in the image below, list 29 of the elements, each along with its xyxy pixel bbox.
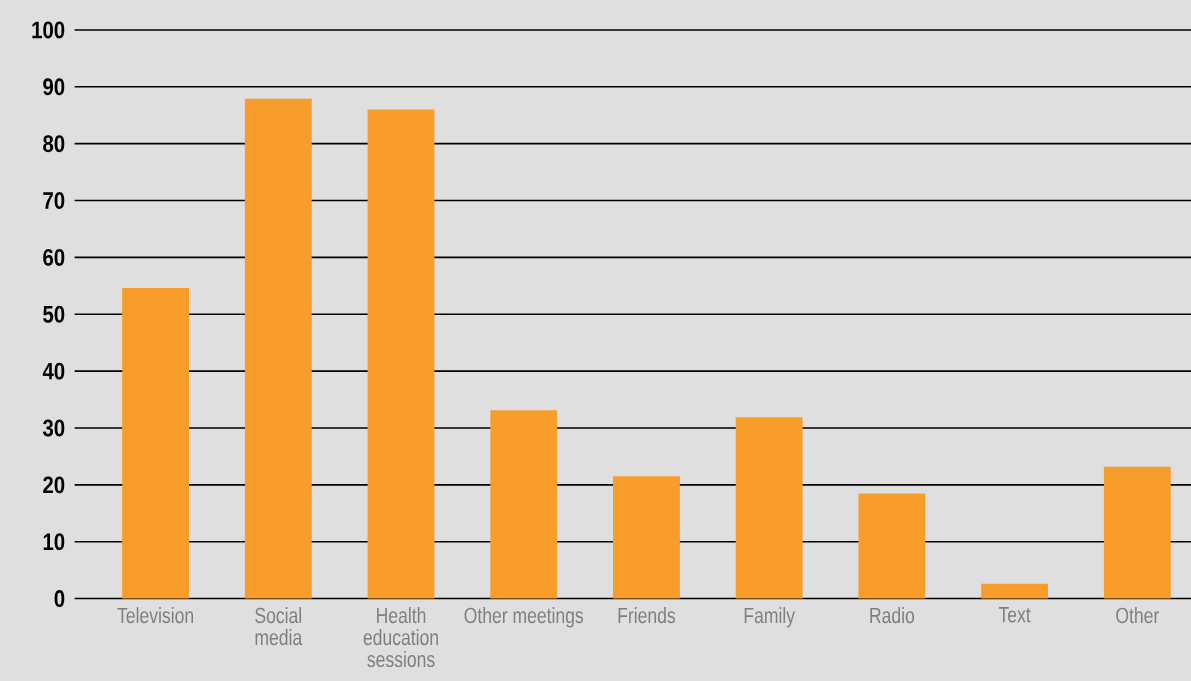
bar <box>490 410 558 599</box>
x-tick-label: Social media <box>255 606 303 645</box>
bar <box>1103 466 1171 599</box>
bar <box>858 493 926 599</box>
x-tick-label: Text <box>998 606 1031 623</box>
x-tick-label: Television <box>117 606 193 624</box>
bar <box>244 98 312 599</box>
x-tick-label: Radio <box>870 606 915 624</box>
bar <box>735 416 803 599</box>
x-tick-label: Other meetings <box>464 606 584 628</box>
x-tick-label: Family <box>744 606 795 628</box>
y-tick-label: 70 <box>43 191 65 209</box>
y-tick-label: 30 <box>42 419 65 437</box>
x-tick-label: Other <box>1116 606 1159 624</box>
y-tick-label: 100 <box>32 21 65 39</box>
y-tick-label: 90 <box>43 78 65 96</box>
y-tick-label: 60 <box>43 248 65 266</box>
y-tick-label: 40 <box>42 362 65 380</box>
y-tick-label: 50 <box>43 305 65 323</box>
y-tick-label: 80 <box>43 134 65 152</box>
bar <box>981 583 1049 599</box>
y-tick-label: 0 <box>54 589 65 607</box>
x-tick-label: Health education sessions <box>363 606 438 667</box>
y-tick-label: 10 <box>43 533 65 551</box>
y-tick-label: 20 <box>43 476 65 494</box>
x-tick-label: Friends <box>618 606 676 624</box>
bar <box>613 476 680 599</box>
bar <box>367 109 435 599</box>
bar <box>122 287 190 599</box>
